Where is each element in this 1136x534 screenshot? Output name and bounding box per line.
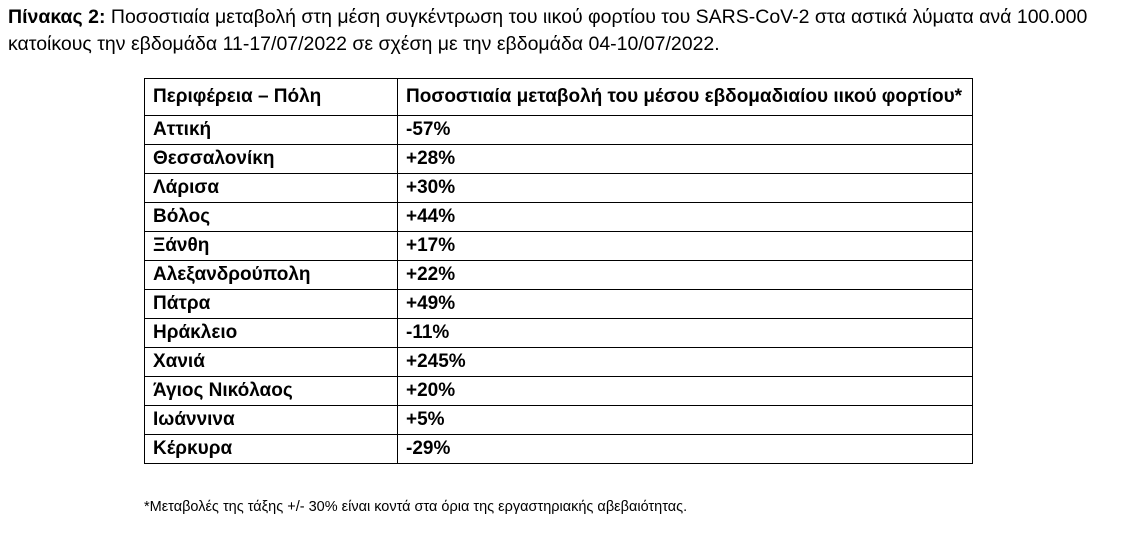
table-row: Λάρισα +30% — [144, 173, 973, 203]
table-row: Αλεξανδρούπολη +22% — [144, 260, 973, 290]
change-cell: +22% — [397, 260, 973, 290]
table-row: Χανιά +245% — [144, 347, 973, 377]
data-table: Περιφέρεια – Πόλη Ποσοστιαία μεταβολή το… — [144, 78, 973, 464]
city-cell: Πάτρα — [144, 289, 398, 319]
table-row: Βόλος +44% — [144, 202, 973, 232]
change-cell: +49% — [397, 289, 973, 319]
change-cell: +30% — [397, 173, 973, 203]
city-cell: Λάρισα — [144, 173, 398, 203]
city-cell: Αλεξανδρούπολη — [144, 260, 398, 290]
city-cell: Θεσσαλονίκη — [144, 144, 398, 174]
city-cell: Κέρκυρα — [144, 434, 398, 464]
table-row: Ηράκλειο -11% — [144, 318, 973, 348]
city-cell: Ηράκλειο — [144, 318, 398, 348]
change-cell: -29% — [397, 434, 973, 464]
change-cell: +28% — [397, 144, 973, 174]
header-percent-change: Ποσοστιαία μεταβολή του μέσου εβδομαδιαί… — [397, 78, 973, 116]
table-row: Θεσσαλονίκη +28% — [144, 144, 973, 174]
table-header-row: Περιφέρεια – Πόλη Ποσοστιαία μεταβολή το… — [144, 78, 973, 116]
table-row: Κέρκυρα -29% — [144, 434, 973, 464]
city-cell: Άγιος Νικόλαος — [144, 376, 398, 406]
table-row: Αττική -57% — [144, 115, 973, 145]
city-cell: Χανιά — [144, 347, 398, 377]
change-cell: +44% — [397, 202, 973, 232]
change-cell: +17% — [397, 231, 973, 261]
change-cell: -11% — [397, 318, 973, 348]
city-cell: Ξάνθη — [144, 231, 398, 261]
city-cell: Ιωάννινα — [144, 405, 398, 435]
table-footnote: *Μεταβολές της τάξης +/- 30% είναι κοντά… — [144, 499, 688, 515]
table-body: Αττική -57% Θεσσαλονίκη +28% Λάρισα +30% Βό… — [144, 115, 973, 464]
table-row: Άγιος Νικόλαος +20% — [144, 376, 973, 406]
change-cell: -57% — [397, 115, 973, 145]
table-row: Ιωάννινα +5% — [144, 405, 973, 435]
change-cell: +245% — [397, 347, 973, 377]
table-row: Πάτρα +49% — [144, 289, 973, 319]
table-row: Ξάνθη +17% — [144, 231, 973, 261]
city-cell: Βόλος — [144, 202, 398, 232]
header-region-city: Περιφέρεια – Πόλη — [144, 78, 398, 116]
caption-label: Πίνακας 2: — [8, 6, 106, 28]
caption-text: Ποσοστιαία μεταβολή στη μέση συγκέντρωση… — [8, 6, 1088, 55]
table-caption: Πίνακας 2: Ποσοστιαία μεταβολή στη μέση … — [8, 4, 1126, 58]
city-cell: Αττική — [144, 115, 398, 145]
change-cell: +5% — [397, 405, 973, 435]
change-cell: +20% — [397, 376, 973, 406]
